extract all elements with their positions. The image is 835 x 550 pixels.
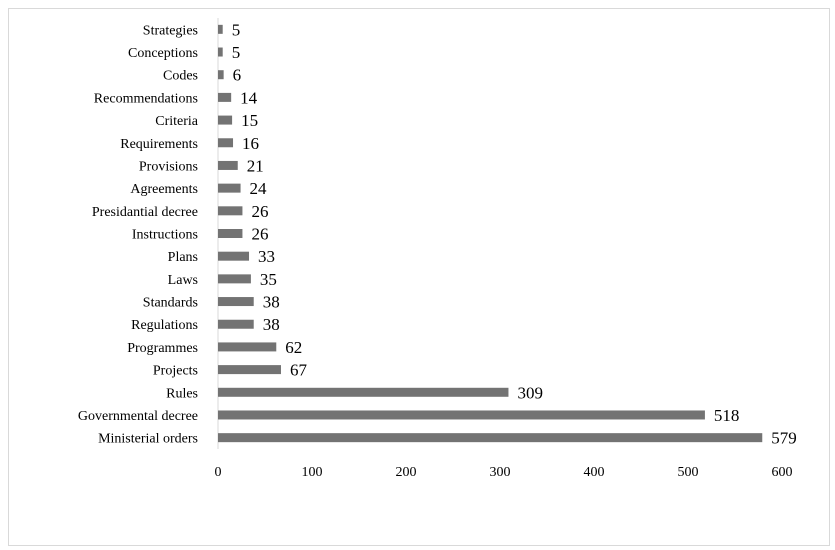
data-label: 35 <box>260 270 277 289</box>
bar <box>218 342 277 352</box>
x-tick-label: 300 <box>490 465 511 480</box>
category-label: Provisions <box>139 159 198 174</box>
category-label: Regulations <box>131 318 198 333</box>
data-label: 518 <box>714 406 740 425</box>
bar <box>218 274 251 284</box>
bar <box>218 387 509 397</box>
x-tick-label: 100 <box>302 465 323 480</box>
bar <box>218 206 243 216</box>
bar <box>218 115 233 125</box>
data-label: 16 <box>242 134 259 153</box>
x-tick-label: 500 <box>678 465 699 480</box>
bar <box>218 183 241 193</box>
category-label: Projects <box>153 364 198 379</box>
category-label: Agreements <box>130 182 198 197</box>
bar <box>218 410 705 420</box>
bar <box>218 47 223 57</box>
category-label: Ministerial orders <box>98 432 198 447</box>
bars <box>218 24 763 443</box>
category-label: Governmental decree <box>78 409 198 424</box>
data-label: 21 <box>247 156 264 175</box>
bar <box>218 24 223 34</box>
x-tick-label: 600 <box>772 465 793 480</box>
value-labels: 5 5 6 14 15 16 21 24 26 26 33 35 38 38 62 67 309 518 579 <box>232 20 797 447</box>
data-label: 38 <box>263 293 280 312</box>
data-label: 24 <box>250 179 268 198</box>
x-tick-label: 200 <box>396 465 417 480</box>
bar <box>218 319 254 329</box>
data-label: 14 <box>240 88 258 107</box>
chart-frame <box>8 8 830 546</box>
bar <box>218 138 234 148</box>
x-tick-labels: 0 100 200 300 400 500 600 <box>215 465 793 480</box>
bar <box>218 160 238 170</box>
bar <box>218 297 254 307</box>
data-label: 62 <box>285 338 302 357</box>
category-label: Strategies <box>143 23 198 38</box>
data-label: 26 <box>251 202 268 221</box>
data-label: 6 <box>233 66 242 85</box>
category-label: Criteria <box>155 114 199 129</box>
category-label: Instructions <box>132 228 198 243</box>
category-label: Requirements <box>120 137 198 152</box>
category-label: Plans <box>168 250 198 265</box>
data-label: 38 <box>263 315 280 334</box>
category-label: Codes <box>163 69 198 84</box>
x-tick-label: 0 <box>215 465 222 480</box>
data-label: 26 <box>251 225 268 244</box>
x-tick-label: 400 <box>584 465 605 480</box>
category-label: Rules <box>166 386 198 401</box>
data-label: 579 <box>771 429 797 448</box>
bar <box>218 70 224 80</box>
bar <box>218 229 243 238</box>
category-label: Conceptions <box>128 46 198 61</box>
data-label: 309 <box>517 383 543 402</box>
category-label: Standards <box>143 296 198 311</box>
category-label: Recommendations <box>94 91 198 106</box>
data-label: 5 <box>232 20 241 39</box>
data-label: 67 <box>290 361 308 380</box>
category-label: Presidantial decree <box>92 205 198 220</box>
bar <box>218 251 250 261</box>
data-label: 33 <box>258 247 275 266</box>
data-label: 15 <box>241 111 258 130</box>
category-label: Laws <box>168 273 198 288</box>
data-label: 5 <box>232 43 241 62</box>
bar <box>218 365 281 375</box>
category-labels: Strategies Conceptions Codes Recommendation… <box>78 23 199 446</box>
bar <box>218 433 763 443</box>
bar <box>218 92 232 102</box>
category-label: Programmes <box>127 341 198 356</box>
